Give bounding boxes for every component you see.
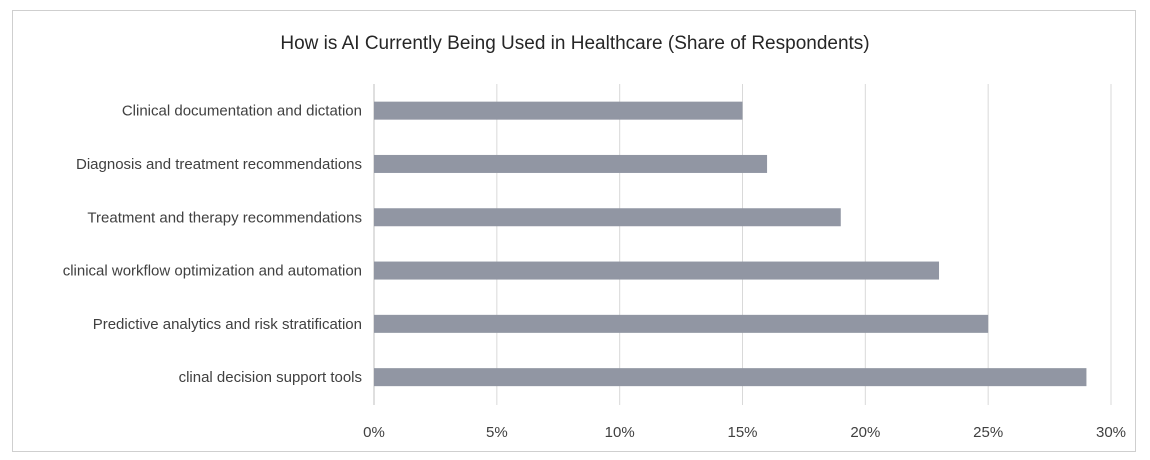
x-tick-label: 20% bbox=[850, 424, 880, 441]
x-tick-label: 5% bbox=[486, 424, 508, 441]
category-label: Clinical documentation and dictation bbox=[122, 103, 362, 120]
chart-title: How is AI Currently Being Used in Health… bbox=[280, 33, 869, 54]
bar bbox=[374, 261, 940, 280]
bars bbox=[374, 101, 1087, 387]
category-label: Predictive analytics and risk stratifica… bbox=[93, 316, 362, 333]
bar bbox=[374, 368, 1087, 387]
x-axis-tick-labels: 0% 5% 10% 15% 20% 25% 30% bbox=[363, 424, 1126, 441]
x-tick-label: 10% bbox=[605, 424, 635, 441]
gridlines bbox=[373, 84, 1112, 405]
category-label: clinal decision support tools bbox=[179, 369, 362, 386]
x-tick-label: 0% bbox=[363, 424, 385, 441]
bar bbox=[374, 154, 768, 173]
bar bbox=[374, 101, 743, 120]
x-tick-label: 30% bbox=[1096, 424, 1126, 441]
bar bbox=[374, 314, 989, 333]
category-label: clinical workflow optimization and autom… bbox=[63, 263, 362, 280]
bar bbox=[374, 208, 841, 227]
x-tick-label: 15% bbox=[727, 424, 757, 441]
category-label: Diagnosis and treatment recommendations bbox=[76, 156, 362, 173]
x-tick-label: 25% bbox=[973, 424, 1003, 441]
category-label: Treatment and therapy recommendations bbox=[87, 209, 362, 226]
category-labels: Clinical documentation and dictation Diag… bbox=[63, 103, 362, 386]
